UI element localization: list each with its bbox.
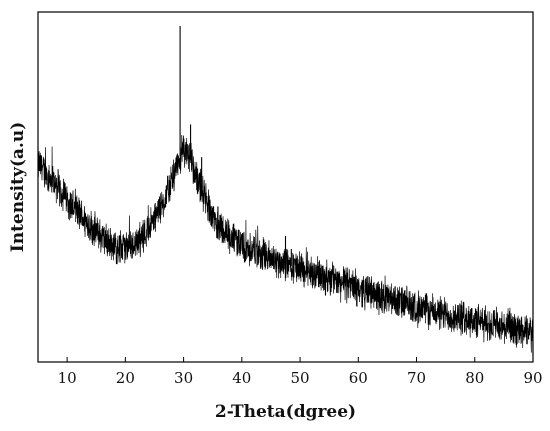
x-tick-label: 90 [523, 369, 542, 387]
x-tick-label: 10 [58, 369, 77, 387]
x-tick-label: 50 [291, 369, 310, 387]
x-tick-label: 20 [116, 369, 135, 387]
y-axis-title: Intensity(a.u) [8, 122, 28, 252]
x-axis-title: 2-Theta(dgree) [215, 402, 356, 422]
x-tick-label: 40 [232, 369, 251, 387]
x-ticks: 10 20 30 40 50 60 70 80 90 [58, 357, 543, 387]
x-tick-label: 70 [407, 369, 426, 387]
series-layer [37, 26, 534, 355]
x-tick-label: 80 [465, 369, 484, 387]
x-tick-label: 60 [349, 369, 368, 387]
x-tick-label: 30 [174, 369, 193, 387]
plot-frame [37, 11, 534, 363]
